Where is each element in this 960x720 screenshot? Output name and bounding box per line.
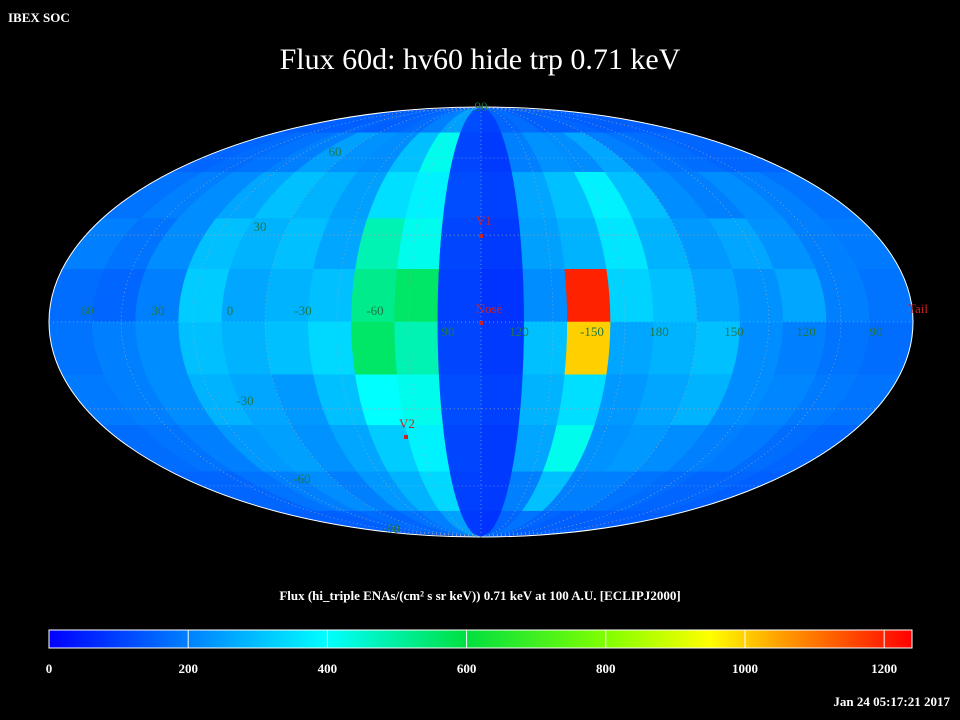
flux-cell xyxy=(438,374,482,426)
colorbar-tick-label: 0 xyxy=(46,661,53,676)
lon-label: 60 xyxy=(81,303,94,318)
lat-label: -30 xyxy=(236,393,253,408)
lon-label: 90 xyxy=(870,324,883,339)
flux-cell xyxy=(221,321,272,375)
lat-label: 90 xyxy=(475,99,488,114)
colorbar-label: Flux (hi_triple ENAs/(cm² s sr keV)) 0.7… xyxy=(279,588,680,603)
flux-cell xyxy=(442,425,482,473)
flux-cell xyxy=(606,321,655,375)
flux-cell xyxy=(522,321,568,375)
colorbar-tick-label: 1200 xyxy=(871,661,897,676)
flux-cell xyxy=(394,269,440,323)
marker-dot xyxy=(479,321,483,325)
lat-label: 60 xyxy=(329,144,342,159)
flux-cell xyxy=(648,269,698,323)
lon-label: 180 xyxy=(649,324,669,339)
flux-cell xyxy=(442,171,482,219)
colorbar-tick-label: 400 xyxy=(318,661,338,676)
colorbar-tick-label: 200 xyxy=(178,661,198,676)
lon-label: 150 xyxy=(724,324,744,339)
lon-label: -150 xyxy=(580,324,604,339)
marker-label: V1 xyxy=(476,213,492,228)
org: IBEX SOC xyxy=(8,10,70,25)
graticule xyxy=(264,106,482,538)
lon-label: -30 xyxy=(294,303,311,318)
lat-label: -60 xyxy=(293,471,310,486)
lon-label: -60 xyxy=(366,303,383,318)
flux-cell xyxy=(351,321,398,375)
marker-dot xyxy=(479,234,483,238)
marker-label: Tail xyxy=(908,301,928,316)
lat-label: -90 xyxy=(382,521,399,536)
lon-label: 120 xyxy=(796,324,816,339)
lon-label: 0 xyxy=(227,303,234,318)
sky-map: 90 60 30 -30 -60 -90 60 30 0 -30 -60 90 120 -150 180 15… xyxy=(48,99,928,538)
lon-label: 120 xyxy=(509,324,529,339)
colorbar-tick-label: 1000 xyxy=(732,661,758,676)
flux-cell xyxy=(731,269,784,323)
flux-cell xyxy=(606,269,655,323)
graticule xyxy=(480,106,698,538)
flux-cell xyxy=(518,374,566,426)
flux-cell xyxy=(564,269,611,323)
flux-cell xyxy=(307,269,356,323)
flux-cell xyxy=(690,269,741,323)
marker-label: V2 xyxy=(399,416,415,431)
flux-cell xyxy=(394,321,440,375)
lon-label: 90 xyxy=(442,324,455,339)
colorbar-tick-label: 600 xyxy=(457,661,477,676)
flux-cell xyxy=(480,374,524,426)
graticule xyxy=(480,106,554,538)
flux-cell xyxy=(438,218,482,270)
colorbar xyxy=(48,629,913,649)
marker-label: Nose xyxy=(476,301,503,316)
lat-label: 30 xyxy=(254,219,267,234)
lon-label: 30 xyxy=(152,303,165,318)
flux-cell xyxy=(307,321,356,375)
flux-cell xyxy=(522,269,568,323)
flux-cell xyxy=(396,218,444,270)
flux-cell xyxy=(437,269,482,323)
title: Flux 60d: hv60 hide trp 0.71 keV xyxy=(280,43,681,76)
flux-cell xyxy=(264,321,314,375)
flux-cell xyxy=(518,218,566,270)
graticule xyxy=(120,106,482,538)
colorbar-tick-label: 800 xyxy=(596,661,616,676)
marker-dot xyxy=(404,435,408,439)
timestamp: Jan 24 05:17:21 2017 xyxy=(833,694,950,709)
